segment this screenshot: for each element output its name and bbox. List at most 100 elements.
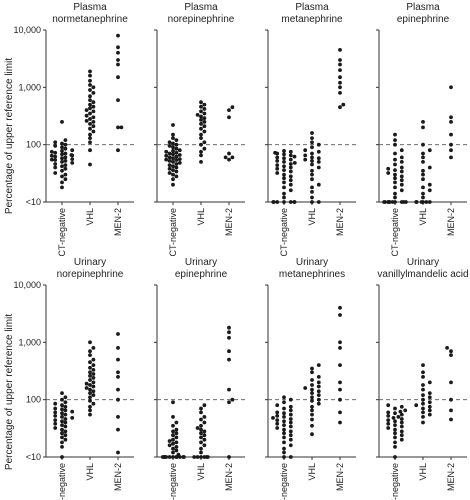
panel-title: Urinary norepinephrine (57, 257, 124, 280)
data-point (171, 183, 175, 187)
data-point (282, 181, 286, 185)
data-point (275, 159, 279, 163)
data-point (421, 398, 425, 402)
data-point (275, 200, 279, 204)
data-point (282, 415, 286, 419)
data-point (64, 400, 68, 404)
data-point (282, 149, 286, 153)
data-point (88, 106, 92, 110)
data-point (116, 98, 120, 102)
data-point (393, 186, 397, 190)
data-point (116, 63, 120, 67)
data-point (64, 421, 68, 425)
data-point (393, 163, 397, 167)
data-point (282, 160, 286, 164)
data-point (92, 402, 96, 406)
data-point (317, 150, 321, 154)
data-point (60, 152, 64, 156)
data-point (203, 430, 207, 434)
data-point (428, 148, 432, 152)
data-point (53, 140, 57, 144)
data-point (199, 431, 203, 435)
data-point (60, 160, 64, 164)
data-point (428, 405, 432, 409)
data-point (400, 170, 404, 174)
data-point (428, 200, 432, 204)
data-point (289, 166, 293, 170)
data-point (289, 150, 293, 154)
data-point (275, 422, 279, 426)
data-point (289, 170, 293, 174)
data-point (317, 166, 321, 170)
data-point (341, 103, 345, 107)
data-point (338, 411, 342, 415)
data-point (88, 349, 92, 353)
data-point (64, 138, 68, 142)
data-point (282, 186, 286, 190)
data-point (116, 370, 120, 374)
data-point (227, 388, 231, 392)
data-point (310, 388, 314, 392)
data-point (70, 148, 74, 152)
data-point (393, 455, 397, 459)
data-point (92, 368, 96, 372)
data-point (317, 183, 321, 187)
data-point (60, 164, 64, 168)
data-point (203, 403, 207, 407)
data-point (88, 70, 92, 74)
data-point (338, 68, 342, 72)
y-tick-label: <10 (26, 452, 41, 462)
data-point (205, 455, 209, 459)
data-point (393, 445, 397, 449)
data-point (203, 140, 207, 144)
data-point (64, 177, 68, 181)
data-point (116, 332, 120, 336)
data-point (92, 100, 96, 104)
data-point (178, 161, 182, 165)
data-point (449, 353, 453, 357)
y-tick-label: 10,000 (13, 25, 41, 35)
data-point (282, 431, 286, 435)
data-point (282, 436, 286, 440)
data-point (338, 381, 342, 385)
data-point (64, 430, 68, 434)
data-point (303, 148, 307, 152)
data-point (289, 188, 293, 192)
data-point (171, 451, 175, 455)
data-point (203, 103, 207, 107)
data-point (400, 430, 404, 434)
data-point (177, 453, 181, 457)
data-point (282, 441, 286, 445)
data-point (88, 133, 92, 137)
data-point (282, 395, 286, 399)
data-point (282, 200, 286, 204)
data-point (310, 190, 314, 194)
data-point (400, 156, 404, 160)
data-point (393, 192, 397, 196)
data-point (199, 122, 203, 126)
data-point (88, 79, 92, 83)
data-point (338, 105, 342, 109)
data-point (88, 340, 92, 344)
data-point (310, 156, 314, 160)
data-point (88, 163, 92, 167)
data-point (310, 145, 314, 149)
data-point (317, 385, 321, 389)
data-point (64, 409, 68, 413)
data-point (449, 156, 453, 160)
y-tick-label: 1,000 (18, 82, 41, 92)
data-point (393, 133, 397, 137)
data-point (171, 455, 175, 459)
data-point (310, 177, 314, 181)
data-point (60, 403, 64, 407)
data-point (64, 147, 68, 151)
data-point (88, 391, 92, 395)
data-point (88, 395, 92, 399)
data-point (88, 88, 92, 92)
data-point (289, 200, 293, 204)
data-point (317, 200, 321, 204)
data-point (171, 136, 175, 140)
data-point (227, 158, 231, 162)
data-point (196, 113, 200, 117)
